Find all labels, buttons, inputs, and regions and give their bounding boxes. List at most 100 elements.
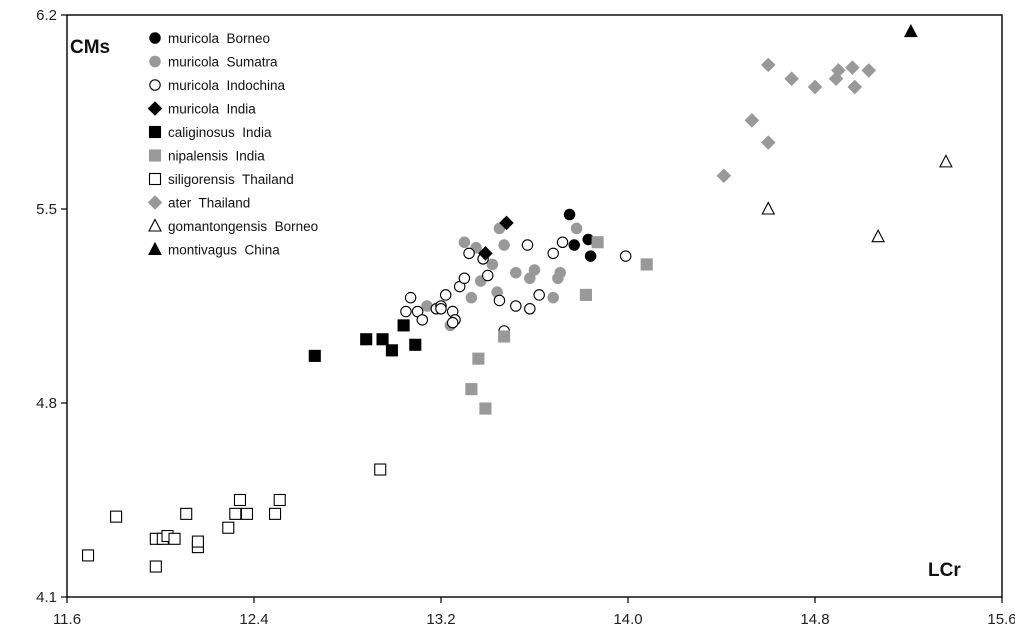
legend-marker	[148, 172, 162, 186]
data-point	[640, 258, 653, 271]
x-tick-label: 14.0	[613, 611, 642, 628]
data-point	[409, 338, 422, 351]
data-point	[871, 229, 886, 243]
legend-label: caliginosus India	[168, 125, 272, 140]
x-tick-label: 14.8	[800, 611, 829, 628]
x-axis-ticks: 11.6 12.4 13.2 14.0 14.8 15.6	[53, 597, 1015, 628]
data-point	[273, 493, 286, 507]
data-point	[847, 79, 863, 95]
data-point	[400, 305, 412, 318]
data-point	[554, 266, 566, 279]
data-point	[499, 215, 514, 231]
data-point	[110, 510, 123, 523]
data-point	[481, 269, 494, 282]
data-point	[784, 71, 799, 87]
data-point	[570, 222, 583, 235]
data-point	[385, 344, 398, 357]
y-axis-title: CMs	[70, 37, 110, 58]
data-point	[233, 493, 247, 507]
data-point	[760, 135, 776, 150]
legend-label: nipalensis India	[168, 149, 265, 164]
legend-marker	[148, 218, 162, 232]
x-tick-label: 13.2	[426, 611, 455, 628]
data-points	[81, 23, 953, 573]
data-point	[510, 300, 522, 312]
x-tick-label: 11.6	[53, 611, 81, 628]
legend-marker	[148, 241, 162, 256]
data-point	[831, 63, 846, 78]
legend-marker	[147, 195, 163, 210]
data-point	[421, 300, 433, 312]
legend-label: siligorensis Thailand	[168, 172, 294, 187]
legend: muricola Borneo muricola Sumatra muricola …	[147, 31, 318, 258]
data-point	[493, 222, 506, 235]
legend-marker	[147, 101, 163, 116]
y-tick-label: 6.2	[36, 7, 57, 24]
x-tick-label: 15.6	[987, 611, 1015, 628]
x-tick-label: 12.4	[239, 611, 268, 628]
data-point	[493, 294, 506, 307]
legend-label: ater Thailand	[168, 196, 250, 211]
data-point	[435, 303, 447, 315]
data-point	[591, 236, 604, 249]
data-point	[404, 291, 417, 304]
data-point	[521, 239, 534, 251]
y-axis-ticks: 4.1 4.8 5.5 6.2	[36, 7, 67, 606]
data-point	[416, 314, 429, 326]
data-point	[556, 236, 569, 249]
data-point	[439, 289, 452, 301]
data-point	[579, 288, 592, 301]
data-point	[861, 63, 877, 78]
data-point	[81, 549, 95, 562]
data-point	[472, 352, 485, 365]
data-point	[397, 319, 410, 332]
data-point	[376, 333, 389, 346]
data-point	[180, 507, 193, 520]
data-point	[374, 463, 387, 476]
legend-label: muricola India	[168, 102, 256, 117]
data-point	[465, 383, 478, 396]
y-tick-label: 5.5	[36, 201, 57, 218]
data-point	[498, 239, 510, 251]
legend-marker	[149, 79, 161, 91]
data-point	[938, 154, 953, 168]
legend-label: gomantongensis Borneo	[168, 219, 318, 234]
data-point	[240, 507, 254, 520]
data-point	[446, 316, 459, 329]
data-point	[222, 521, 235, 534]
data-point	[744, 113, 760, 128]
data-point	[547, 247, 559, 260]
legend-marker	[148, 149, 162, 162]
data-point	[716, 168, 732, 184]
data-point	[458, 236, 471, 249]
x-axis-title: LCr	[928, 560, 961, 581]
data-point	[584, 250, 597, 262]
data-point	[568, 239, 580, 251]
data-point	[533, 289, 545, 301]
data-point	[479, 402, 492, 415]
data-point	[168, 532, 181, 545]
legend-label: muricola Sumatra	[168, 55, 278, 70]
data-point	[807, 79, 823, 95]
data-point	[619, 250, 632, 262]
data-point	[458, 272, 471, 285]
data-point	[308, 349, 321, 362]
y-tick-label: 4.8	[36, 395, 57, 412]
legend-label: muricola Borneo	[168, 31, 270, 46]
data-point	[486, 258, 499, 271]
data-point	[149, 560, 162, 573]
data-point	[563, 208, 576, 221]
data-point	[524, 303, 536, 315]
data-point	[191, 535, 204, 548]
data-point	[903, 23, 918, 38]
legend-marker	[149, 32, 161, 44]
data-point	[360, 333, 373, 346]
legend-marker	[149, 55, 161, 68]
data-point	[510, 266, 522, 279]
data-point	[463, 247, 475, 260]
data-point	[229, 507, 242, 520]
y-tick-label: 4.1	[36, 589, 57, 606]
legend-marker	[148, 125, 162, 139]
data-point	[498, 330, 511, 343]
